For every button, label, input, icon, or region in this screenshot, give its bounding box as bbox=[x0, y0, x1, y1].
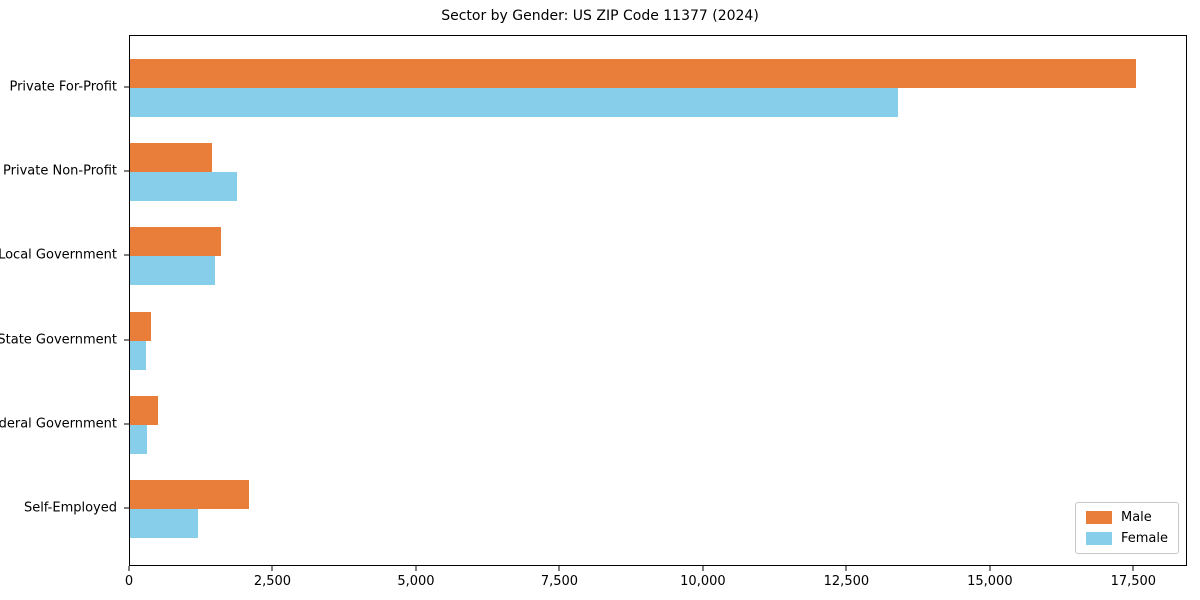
plot-area: Male Female bbox=[129, 35, 1187, 566]
y-tick-1: Private For-Profit bbox=[9, 80, 129, 95]
bar-male-3 bbox=[130, 227, 222, 257]
y-tick-mark bbox=[124, 423, 129, 425]
bar-female-2 bbox=[130, 172, 238, 202]
female-color-swatch bbox=[1085, 532, 1112, 545]
x-tick-label: 7,500 bbox=[540, 574, 579, 589]
y-tick-label: Local Government bbox=[0, 247, 117, 263]
y-tick-6: Self-Employed bbox=[24, 501, 129, 516]
y-tick-2: Private Non-Profit bbox=[3, 164, 129, 179]
x-tick-label: 0 bbox=[124, 574, 134, 589]
x-tick-mark bbox=[845, 566, 847, 571]
bar-female-5 bbox=[130, 424, 148, 454]
x-tick-label: 12,500 bbox=[823, 574, 870, 589]
legend-label-female: Female bbox=[1120, 531, 1168, 546]
y-tick-5: Federal Government bbox=[0, 416, 129, 431]
x-tick-label: 17,500 bbox=[1110, 574, 1157, 589]
y-tick-label: Federal Government bbox=[0, 416, 117, 432]
bars-container bbox=[130, 36, 1186, 565]
x-tick-mark bbox=[1132, 566, 1134, 571]
bar-female-3 bbox=[130, 256, 215, 286]
y-tick-label: State Government bbox=[0, 332, 117, 348]
y-tick-3: Local Government bbox=[0, 248, 129, 263]
x-tick-mark bbox=[271, 566, 273, 571]
y-tick-mark bbox=[124, 86, 129, 88]
bar-male-5 bbox=[130, 395, 159, 425]
y-tick-label: Self-Employed bbox=[23, 500, 117, 516]
legend: Male Female bbox=[1074, 502, 1179, 554]
x-tick-mark bbox=[558, 566, 560, 571]
y-tick-mark bbox=[124, 170, 129, 172]
chart-title: Sector by Gender: US ZIP Code 11377 (202… bbox=[441, 8, 759, 24]
bar-male-6 bbox=[130, 480, 249, 509]
bar-female-6 bbox=[130, 509, 198, 538]
legend-item-male: Male bbox=[1085, 510, 1168, 525]
x-axis: 0 2,500 5,000 7,500 10,000 12,500 15,000 17,500 bbox=[125, 566, 1187, 596]
x-tick-label: 2,500 bbox=[253, 574, 292, 589]
x-tick-mark bbox=[415, 566, 417, 571]
male-color-swatch bbox=[1085, 511, 1112, 524]
bar-male-1 bbox=[130, 59, 1137, 88]
y-tick-label: Private Non-Profit bbox=[3, 163, 117, 179]
y-tick-label: Private For-Profit bbox=[9, 79, 117, 95]
x-tick-mark bbox=[989, 566, 991, 571]
y-axis: Private For-Profit Private Non-Profit Loca… bbox=[0, 35, 129, 566]
x-tick-mark bbox=[128, 566, 130, 571]
legend-item-female: Female bbox=[1085, 531, 1168, 546]
bar-female-4 bbox=[130, 340, 147, 370]
x-tick-label: 15,000 bbox=[967, 574, 1013, 589]
x-tick-label: 10,000 bbox=[680, 574, 726, 589]
y-tick-mark bbox=[124, 339, 129, 341]
legend-label-male: Male bbox=[1120, 510, 1152, 525]
bar-male-2 bbox=[130, 143, 213, 173]
bar-female-1 bbox=[130, 88, 898, 117]
x-tick-mark bbox=[702, 566, 704, 571]
x-tick-label: 5,000 bbox=[397, 574, 435, 589]
bar-male-4 bbox=[130, 311, 151, 341]
y-tick-mark bbox=[124, 254, 129, 256]
y-tick-4: State Government bbox=[0, 332, 129, 347]
y-tick-mark bbox=[124, 507, 129, 509]
